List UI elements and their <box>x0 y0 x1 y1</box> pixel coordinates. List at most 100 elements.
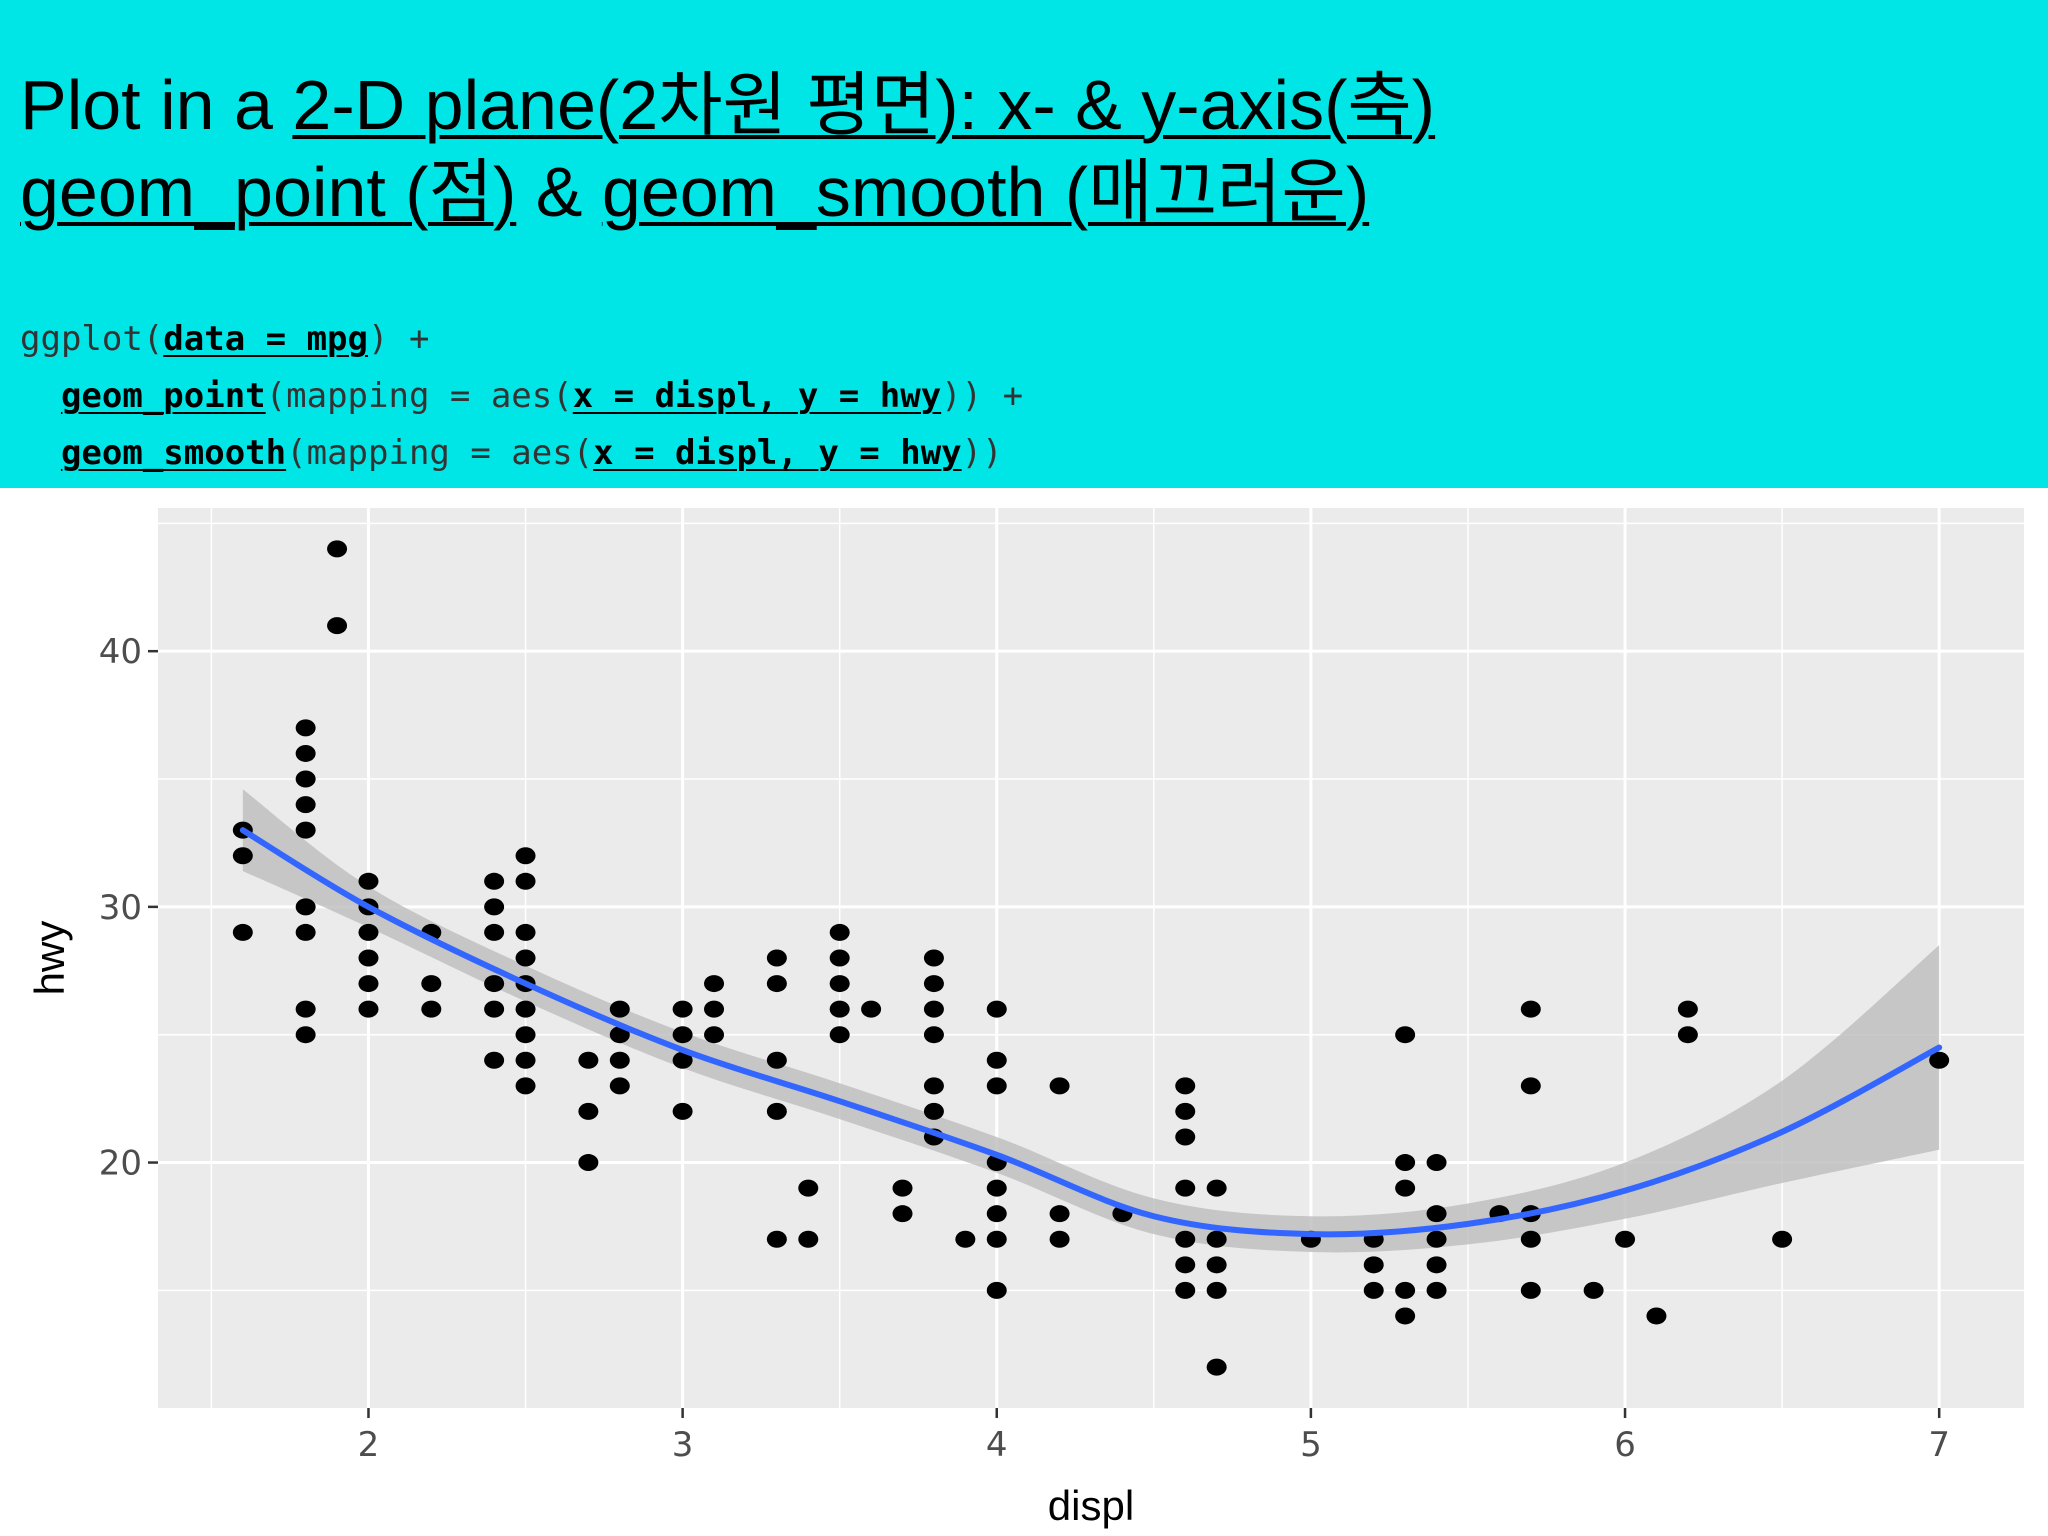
data-point <box>1049 1077 1070 1095</box>
data-point <box>358 949 379 967</box>
data-point <box>1395 1026 1416 1044</box>
data-point <box>295 898 316 916</box>
code-token-aes-args: x = displ, y = hwy <box>593 433 962 473</box>
data-point <box>1206 1281 1227 1299</box>
code-token-data-arg: data = mpg <box>163 319 368 359</box>
data-point <box>1363 1281 1384 1299</box>
title-geom-smooth: geom_smooth (매끄러운) <box>601 153 1370 231</box>
y-axis-label: hwy <box>26 921 73 996</box>
data-point <box>672 1000 693 1018</box>
x-tick-label: 2 <box>358 1425 380 1465</box>
scatter-chart: 2 3 4 5 6 7 20 30 40 displ hwy <box>26 508 2024 1529</box>
data-point <box>484 872 505 890</box>
data-point <box>295 796 316 814</box>
data-point <box>515 847 536 865</box>
data-point <box>892 1205 913 1223</box>
data-point <box>1426 1154 1447 1172</box>
data-point <box>515 872 536 890</box>
y-tick-label: 40 <box>99 632 142 672</box>
data-point <box>1520 1077 1541 1095</box>
data-point <box>1049 1230 1070 1248</box>
data-point <box>1206 1358 1227 1376</box>
data-point <box>578 1154 599 1172</box>
code-token-aes-args: x = displ, y = hwy <box>572 376 942 416</box>
data-point <box>295 1000 316 1018</box>
data-point <box>1395 1179 1416 1197</box>
data-point <box>1677 1026 1698 1044</box>
data-point <box>1175 1102 1196 1120</box>
data-points <box>232 540 1950 1376</box>
data-point <box>672 1026 693 1044</box>
code-token: (mapping = aes( <box>286 433 594 473</box>
data-point <box>704 975 725 993</box>
data-point <box>1426 1256 1447 1274</box>
confidence-band <box>242 789 1940 1253</box>
code-line-geom-smooth: geom_smooth(mapping = aes(x = displ, y =… <box>20 436 1003 470</box>
data-point <box>1426 1205 1447 1223</box>
data-point <box>986 1000 1007 1018</box>
code-line-geom-point: geom_point(mapping = aes(x = displ, y = … <box>20 379 1023 413</box>
slide-title-line-2: geom_point (점) & geom_smooth (매끄러운) <box>20 157 1369 227</box>
data-point <box>295 719 316 737</box>
data-point <box>358 872 379 890</box>
data-point <box>515 923 536 941</box>
data-point <box>1520 1230 1541 1248</box>
data-point <box>1677 1000 1698 1018</box>
data-point <box>986 1077 1007 1095</box>
data-point <box>295 1026 316 1044</box>
data-point <box>1426 1281 1447 1299</box>
data-point <box>955 1230 976 1248</box>
data-point <box>515 949 536 967</box>
data-point <box>672 1102 693 1120</box>
data-point <box>327 540 348 558</box>
x-tick-label: 5 <box>1300 1425 1322 1465</box>
data-point <box>1206 1256 1227 1274</box>
data-point <box>986 1051 1007 1069</box>
code-token: ) + <box>368 319 430 359</box>
data-point <box>515 1000 536 1018</box>
data-point <box>704 1000 725 1018</box>
x-tick-label: 4 <box>986 1425 1008 1465</box>
data-point <box>1175 1256 1196 1274</box>
data-point <box>1929 1051 1950 1069</box>
data-point <box>923 1000 944 1018</box>
code-token-geom-smooth: geom_smooth <box>60 433 287 473</box>
axes: 2 3 4 5 6 7 20 30 40 <box>99 632 1950 1465</box>
data-point <box>829 923 850 941</box>
data-point <box>232 847 253 865</box>
slide-header: Plot in a 2-D plane(2차원 평면): x- & y-axis… <box>0 0 2048 488</box>
data-point <box>484 975 505 993</box>
data-point <box>295 770 316 788</box>
data-point <box>766 1102 787 1120</box>
data-point <box>923 1077 944 1095</box>
data-point <box>1363 1256 1384 1274</box>
data-point <box>295 744 316 762</box>
data-point <box>358 1000 379 1018</box>
data-point <box>1395 1281 1416 1299</box>
data-point <box>766 949 787 967</box>
data-point <box>798 1230 819 1248</box>
data-point <box>1615 1230 1636 1248</box>
x-tick-label: 3 <box>672 1425 694 1465</box>
data-point <box>1206 1230 1227 1248</box>
data-point <box>1426 1230 1447 1248</box>
code-token: ggplot( <box>20 319 164 359</box>
x-axis-label: displ <box>1048 1482 1134 1529</box>
data-point <box>1049 1205 1070 1223</box>
data-point <box>484 1000 505 1018</box>
data-point <box>1175 1230 1196 1248</box>
data-point <box>672 1051 693 1069</box>
data-point <box>1395 1154 1416 1172</box>
data-point <box>704 1026 725 1044</box>
data-point <box>295 821 316 839</box>
data-point <box>1175 1128 1196 1146</box>
data-point <box>986 1205 1007 1223</box>
data-point <box>923 975 944 993</box>
data-point <box>609 1077 630 1095</box>
title-geom-point: geom_point (점) <box>20 153 517 231</box>
y-tick-label: 20 <box>99 1144 142 1184</box>
data-point <box>609 1000 630 1018</box>
data-point <box>861 1000 882 1018</box>
data-point <box>766 1230 787 1248</box>
y-tick-label: 30 <box>99 888 142 928</box>
